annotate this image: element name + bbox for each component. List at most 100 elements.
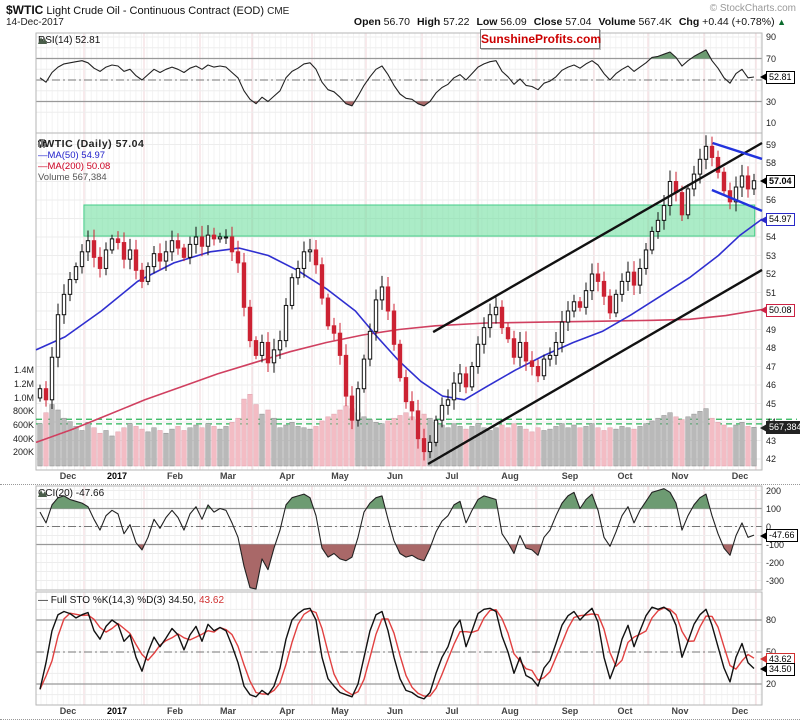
volume-bar — [175, 426, 181, 467]
candle-body — [289, 277, 295, 306]
month-label: Mar — [219, 471, 237, 481]
candle-body — [571, 301, 577, 312]
rsi-axis-label: 30 — [766, 96, 777, 107]
volume-bar — [163, 432, 169, 467]
candle-body — [109, 238, 115, 251]
candle-body — [61, 293, 67, 316]
volume-bar — [619, 426, 625, 467]
sto-axis-label: 20 — [766, 679, 777, 689]
badge-arrow — [760, 423, 767, 432]
price-axis-label: 46 — [766, 380, 777, 390]
candle-body — [463, 373, 469, 388]
candle-body — [175, 240, 181, 249]
volume-bar — [637, 426, 643, 467]
rsi-axis-label: 70 — [766, 53, 777, 64]
candle-body — [103, 249, 109, 269]
volume-bars-icon — [38, 139, 46, 147]
value-badge: 57.04 — [760, 174, 795, 188]
candle-body — [211, 234, 217, 240]
volume-axis-label: 200K — [12, 447, 34, 458]
candle-body — [481, 327, 487, 345]
candle-body — [97, 256, 103, 269]
month-label: Jun — [386, 471, 404, 481]
candle-body — [655, 219, 661, 232]
candle-body — [217, 236, 223, 240]
volume-bar — [277, 427, 283, 467]
volume-bar — [505, 427, 511, 467]
candle-body — [55, 314, 61, 358]
volume-bar — [67, 421, 73, 467]
volume-bar — [397, 415, 403, 467]
sto-line-icon: — — [38, 595, 48, 606]
volume-bar — [109, 435, 115, 467]
candle-body — [415, 410, 421, 440]
watermark-box[interactable]: SunshineProfits.com — [480, 29, 602, 49]
candle-body — [541, 358, 547, 377]
candle-body — [469, 366, 475, 388]
volume-bar — [733, 424, 739, 467]
candle-body — [157, 253, 163, 262]
volume-bar — [319, 420, 325, 467]
volume-bar — [511, 423, 517, 467]
rsi-overbought-fill — [691, 49, 711, 59]
cci-low-fill — [524, 544, 542, 556]
candle-body — [595, 273, 601, 282]
volume-bar — [601, 430, 607, 467]
watermark-text: SunshineProfits.com — [481, 32, 602, 46]
candle-body — [733, 186, 739, 203]
price-axis-label: 53 — [766, 250, 777, 261]
candle-body — [331, 325, 337, 334]
month-label: Jul — [445, 706, 459, 716]
badge-arrow — [760, 531, 767, 540]
sto-k-line — [39, 606, 755, 700]
volume-axis-label: 400K — [12, 433, 34, 444]
month-label: May — [331, 471, 349, 481]
price-axis-label: 45 — [766, 398, 777, 409]
candle-body — [73, 266, 79, 281]
candle-body — [163, 251, 169, 262]
month-label: Aug — [501, 706, 519, 716]
volume-legend: Volume 567,384 — [38, 172, 107, 183]
volume-bar — [475, 423, 481, 467]
cci-high-fill — [559, 492, 580, 509]
candle-body — [361, 358, 367, 390]
candle-body — [583, 290, 589, 308]
volume-bar — [655, 417, 661, 467]
change-up-arrow: ▲ — [774, 17, 786, 27]
volume-bar — [751, 427, 757, 467]
badge-arrow — [760, 655, 767, 664]
candle-body — [265, 341, 271, 364]
sto-d-line — [39, 607, 755, 697]
copyright: © StockCharts.com — [709, 3, 796, 14]
volume-bar — [61, 417, 67, 467]
month-label: Oct — [617, 471, 633, 481]
candle-body — [253, 340, 259, 356]
candle-body — [85, 240, 91, 253]
volume-axis-label: 1.2M — [13, 379, 34, 390]
candle-body — [577, 301, 583, 308]
volume-bar — [679, 419, 685, 467]
volume-bar — [643, 423, 649, 467]
volume-bar — [157, 430, 163, 467]
rsi-axis-label: 10 — [766, 118, 777, 128]
volume-bar — [559, 423, 565, 467]
volume-bar — [301, 427, 307, 467]
trendline — [711, 188, 763, 213]
value-badge: -47.66 — [760, 529, 798, 543]
month-label: 2017 — [106, 471, 128, 481]
volume-bar — [535, 427, 541, 467]
volume-bar — [493, 427, 499, 467]
candle-body — [37, 388, 43, 399]
candle-body — [487, 314, 493, 329]
volume-bar — [79, 430, 85, 467]
candle-body — [205, 234, 211, 247]
tick-strip — [0, 484, 800, 485]
candle-body — [565, 310, 571, 323]
price-axis-label: 42 — [766, 454, 777, 464]
price-axis-label: 56 — [766, 195, 777, 205]
candle-body — [493, 306, 499, 316]
volume-bar — [391, 417, 397, 467]
volume-bar — [409, 416, 415, 467]
area-chart-icon — [38, 490, 47, 497]
candle-body — [409, 401, 415, 412]
